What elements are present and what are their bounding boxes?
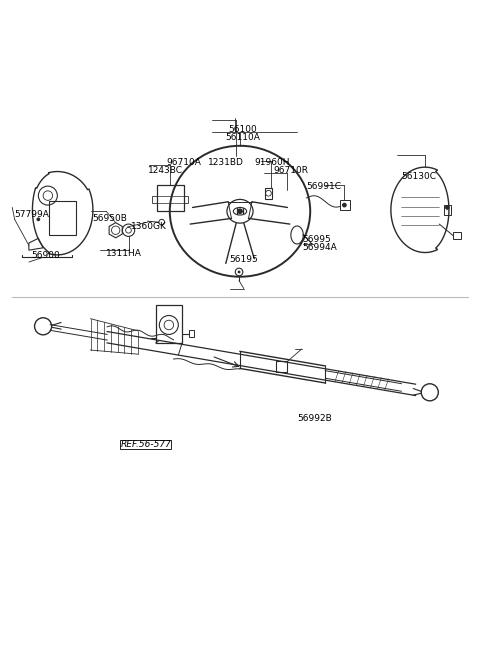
Text: 56100: 56100 — [228, 124, 257, 134]
Circle shape — [238, 271, 240, 273]
Text: 1311HA: 1311HA — [106, 248, 142, 257]
Circle shape — [445, 205, 450, 210]
Bar — [157, 185, 183, 212]
Circle shape — [237, 208, 243, 214]
Text: 91960H: 91960H — [254, 158, 290, 167]
Text: 1360GK: 1360GK — [131, 222, 167, 231]
Text: 1231BD: 1231BD — [208, 158, 244, 167]
Text: 56992B: 56992B — [297, 414, 332, 423]
Text: 56900: 56900 — [31, 251, 60, 260]
Text: 56995: 56995 — [302, 235, 331, 244]
Text: 57799A: 57799A — [14, 210, 49, 219]
Text: 56130C: 56130C — [401, 172, 436, 181]
Bar — [276, 362, 288, 372]
Bar — [264, 187, 272, 199]
Circle shape — [342, 202, 347, 208]
Text: 56195: 56195 — [229, 255, 258, 264]
Bar — [183, 196, 188, 202]
Bar — [444, 205, 451, 215]
Text: 56110A: 56110A — [225, 133, 260, 142]
Text: 1243BC: 1243BC — [147, 166, 182, 176]
Text: 96710A: 96710A — [167, 158, 201, 167]
Text: 56991C: 56991C — [306, 181, 341, 191]
Circle shape — [36, 217, 40, 221]
Text: 56994A: 56994A — [302, 243, 337, 252]
Bar — [340, 200, 350, 210]
Text: 96710R: 96710R — [273, 166, 308, 176]
Bar — [49, 201, 76, 234]
Bar — [156, 305, 182, 343]
Text: 56950B: 56950B — [92, 214, 127, 223]
Text: REF.56-577: REF.56-577 — [120, 440, 171, 449]
Bar — [189, 330, 194, 337]
Bar — [152, 196, 157, 202]
Bar — [453, 232, 461, 239]
